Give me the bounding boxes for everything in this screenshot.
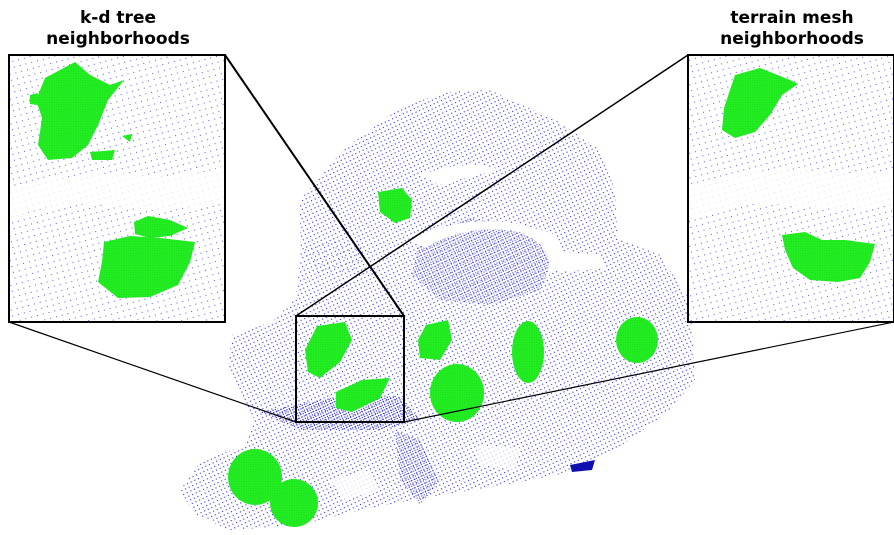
neighborhood-patch [722,68,798,138]
neighborhood-patch [512,321,544,383]
neighborhood-patch [418,320,452,360]
kd-tree-title-line1: k-d tree [79,8,157,28]
neighborhood-patch [782,232,875,282]
neighborhood-patch [134,216,188,238]
kd-tree-title: k-d tree neighborhoods [18,8,218,50]
terrain-mesh-title-line2: neighborhoods [720,29,864,49]
terrain-mesh-inset [687,54,894,323]
terrain-mesh-title: terrain mesh neighborhoods [690,8,894,50]
neighborhood-patch [228,449,282,505]
neighborhood-patch [305,322,352,378]
neighborhood-patch [98,236,195,298]
neighborhood-patch [90,150,115,160]
neighborhood-patch [122,134,132,142]
neighborhood-patch [36,62,124,160]
neighborhood-patch [30,93,38,105]
neighborhood-patch [378,188,412,223]
kd-tree-inset [8,54,226,323]
neighborhood-patch [616,317,658,363]
point-cloud [180,90,695,530]
neighborhood-patch [270,479,318,527]
zoom-connectors [8,54,894,423]
terrain-mesh-title-line1: terrain mesh [730,8,854,28]
neighborhoods-main [228,188,658,527]
neighborhood-patch [336,378,390,412]
zoom-region-box [295,315,405,423]
kd-tree-title-line2: neighborhoods [46,29,190,49]
neighborhood-patch [430,364,484,422]
